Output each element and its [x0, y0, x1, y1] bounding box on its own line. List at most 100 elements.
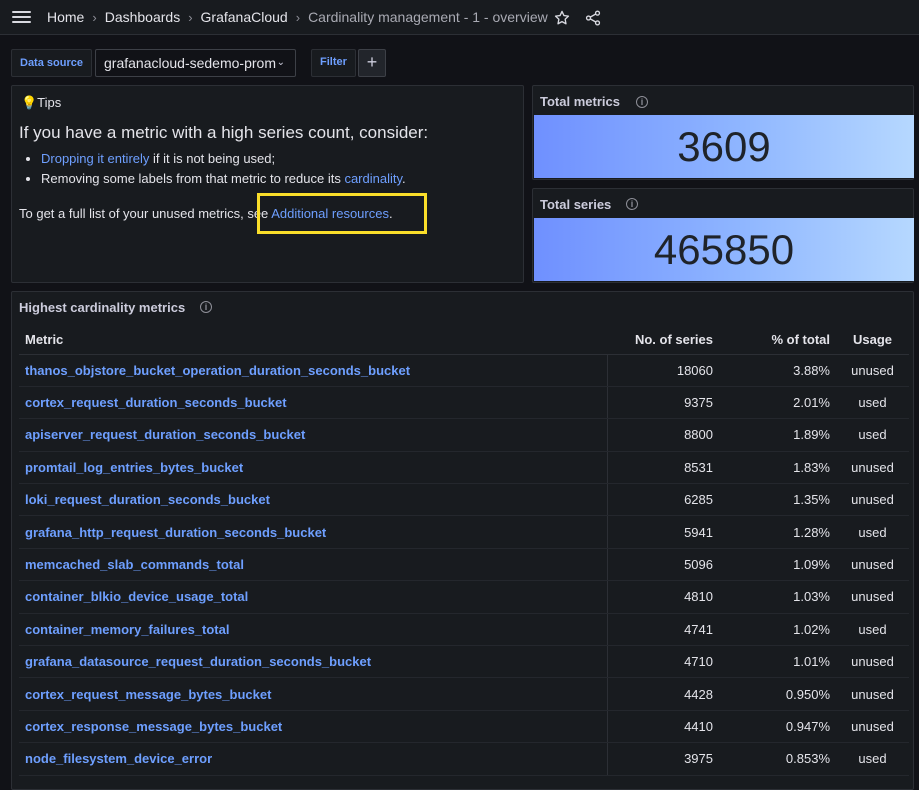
- series-count-cell: 18060: [607, 354, 719, 387]
- usage-cell: unused: [836, 645, 909, 679]
- total-metrics-panel: Total metrics i 3609: [532, 85, 914, 180]
- percent-total-cell: 1.89%: [719, 418, 836, 452]
- plus-icon: +: [366, 52, 378, 72]
- total-metrics-value: 3609: [534, 115, 914, 178]
- breadcrumb-dashboards[interactable]: Dashboards: [104, 9, 181, 25]
- table-row: memcached_slab_commands_total 5096 1.09% un…: [19, 548, 909, 582]
- cardinality-table: Metric No. of series % of total Usage th…: [19, 325, 909, 776]
- table-row: grafana_http_request_duration_seconds_bu…: [19, 515, 909, 549]
- info-icon[interactable]: i: [626, 198, 638, 210]
- tips-footer: To get a full list of your unused metric…: [19, 206, 393, 221]
- breadcrumb-folder[interactable]: GrafanaCloud: [200, 9, 288, 25]
- info-icon[interactable]: i: [636, 96, 648, 108]
- metric-name-link[interactable]: node_filesystem_device_error: [19, 742, 608, 776]
- total-metrics-title: Total metrics: [540, 94, 620, 109]
- column-header-usage[interactable]: Usage: [836, 325, 909, 355]
- percent-total-cell: 2.01%: [719, 386, 836, 420]
- series-count-cell: 4410: [607, 710, 719, 744]
- metric-name-link[interactable]: promtail_log_entries_bytes_bucket: [19, 451, 608, 485]
- metric-name-link[interactable]: cortex_request_message_bytes_bucket: [19, 677, 608, 711]
- column-header-percent[interactable]: % of total: [719, 325, 836, 355]
- datasource-select-value: grafanacloud-sedemo-prom: [104, 55, 276, 71]
- metric-name-link[interactable]: memcached_slab_commands_total: [19, 548, 608, 582]
- series-count-cell: 4710: [607, 645, 719, 679]
- table-row: cortex_request_duration_seconds_bucket 93…: [19, 386, 909, 420]
- highest-cardinality-title: Highest cardinality metrics: [19, 300, 186, 315]
- add-filter-button[interactable]: +: [358, 49, 386, 77]
- usage-cell: unused: [836, 710, 909, 744]
- tips-panel-title: 💡Tips: [21, 95, 62, 110]
- series-count-cell: 9375: [607, 386, 719, 420]
- top-nav-bar: Home › Dashboards › GrafanaCloud › Cardi…: [0, 0, 919, 35]
- metric-name-link[interactable]: loki_request_duration_seconds_bucket: [19, 483, 608, 517]
- series-count-cell: 3975: [607, 742, 719, 776]
- dropping-metric-link[interactable]: Dropping it entirely: [41, 151, 150, 166]
- breadcrumb-home[interactable]: Home: [47, 9, 85, 25]
- info-icon[interactable]: i: [200, 301, 212, 313]
- series-count-cell: 6285: [607, 483, 719, 517]
- metric-name-link[interactable]: cortex_response_message_bytes_bucket: [19, 710, 608, 744]
- chevron-down-icon: ⌄: [276, 57, 285, 68]
- table-row: grafana_datasource_request_duration_seco…: [19, 645, 909, 679]
- total-series-title: Total series: [540, 197, 612, 212]
- metric-name-link[interactable]: container_blkio_device_usage_total: [19, 580, 608, 614]
- table-body: thanos_objstore_bucket_operation_duratio…: [19, 354, 909, 776]
- metric-name-link[interactable]: grafana_datasource_request_duration_seco…: [19, 645, 608, 679]
- menu-icon[interactable]: [12, 10, 31, 24]
- share-icon[interactable]: [584, 9, 602, 27]
- percent-total-cell: 0.947%: [719, 710, 836, 744]
- series-count-cell: 8800: [607, 418, 719, 452]
- tips-item-text: if it is not being used;: [149, 151, 276, 166]
- breadcrumb: Home › Dashboards › GrafanaCloud › Cardi…: [47, 9, 548, 25]
- additional-resources-link[interactable]: Additional resources: [271, 206, 389, 221]
- datasource-select[interactable]: grafanacloud-sedemo-prom ⌄: [95, 49, 296, 77]
- series-count-cell: 4741: [607, 613, 719, 647]
- cardinality-link[interactable]: cardinality: [344, 171, 403, 186]
- percent-total-cell: 0.950%: [719, 677, 836, 711]
- total-series-panel: Total series i 465850: [532, 188, 914, 283]
- usage-cell: unused: [836, 580, 909, 614]
- usage-cell: unused: [836, 677, 909, 711]
- tips-panel: 💡Tips If you have a metric with a high s…: [11, 85, 524, 283]
- tips-list-item: Removing some labels from that metric to…: [41, 171, 406, 191]
- table-row: node_filesystem_device_error 3975 0.853% us…: [19, 742, 909, 776]
- usage-cell: unused: [836, 548, 909, 582]
- percent-total-cell: 1.01%: [719, 645, 836, 679]
- metric-name-link[interactable]: apiserver_request_duration_seconds_bucke…: [19, 418, 608, 452]
- usage-cell: unused: [836, 354, 909, 387]
- series-count-cell: 4810: [607, 580, 719, 614]
- percent-total-cell: 1.28%: [719, 515, 836, 549]
- percent-total-cell: 1.09%: [719, 548, 836, 582]
- table-row: cortex_response_message_bytes_bucket 4410…: [19, 710, 909, 744]
- column-header-metric[interactable]: Metric: [19, 325, 607, 355]
- table-row: thanos_objstore_bucket_operation_duratio…: [19, 354, 909, 387]
- breadcrumb-separator: ›: [92, 9, 97, 25]
- breadcrumb-separator: ›: [295, 9, 301, 25]
- percent-total-cell: 1.83%: [719, 451, 836, 485]
- usage-cell: used: [836, 613, 909, 647]
- total-series-value: 465850: [534, 218, 914, 281]
- tips-list: Dropping it entirely if it is not being …: [41, 151, 406, 191]
- percent-total-cell: 0.853%: [719, 742, 836, 776]
- tips-footer-text: To get a full list of your unused metric…: [19, 206, 272, 221]
- usage-cell: used: [836, 515, 909, 549]
- table-row: promtail_log_entries_bytes_bucket 8531 1.8…: [19, 451, 909, 485]
- metric-name-link[interactable]: cortex_request_duration_seconds_bucket: [19, 386, 608, 420]
- usage-cell: used: [836, 742, 909, 776]
- tips-item-end: .: [402, 171, 406, 186]
- metric-name-link[interactable]: grafana_http_request_duration_seconds_bu…: [19, 515, 608, 549]
- tips-item-text: Removing some labels from that metric to…: [41, 171, 345, 186]
- highlight-box: [257, 193, 427, 234]
- series-count-cell: 5096: [607, 548, 719, 582]
- star-icon[interactable]: [553, 9, 571, 27]
- metric-name-link[interactable]: thanos_objstore_bucket_operation_duratio…: [19, 354, 608, 387]
- datasource-label: Data source: [11, 49, 92, 77]
- table-header-row: Metric No. of series % of total Usage: [19, 325, 909, 355]
- percent-total-cell: 3.88%: [719, 354, 836, 387]
- series-count-cell: 5941: [607, 515, 719, 549]
- percent-total-cell: 1.35%: [719, 483, 836, 517]
- metric-name-link[interactable]: container_memory_failures_total: [19, 613, 608, 647]
- column-header-series[interactable]: No. of series: [607, 325, 719, 355]
- breadcrumb-separator: ›: [188, 9, 193, 25]
- tips-footer-end: .: [388, 206, 393, 221]
